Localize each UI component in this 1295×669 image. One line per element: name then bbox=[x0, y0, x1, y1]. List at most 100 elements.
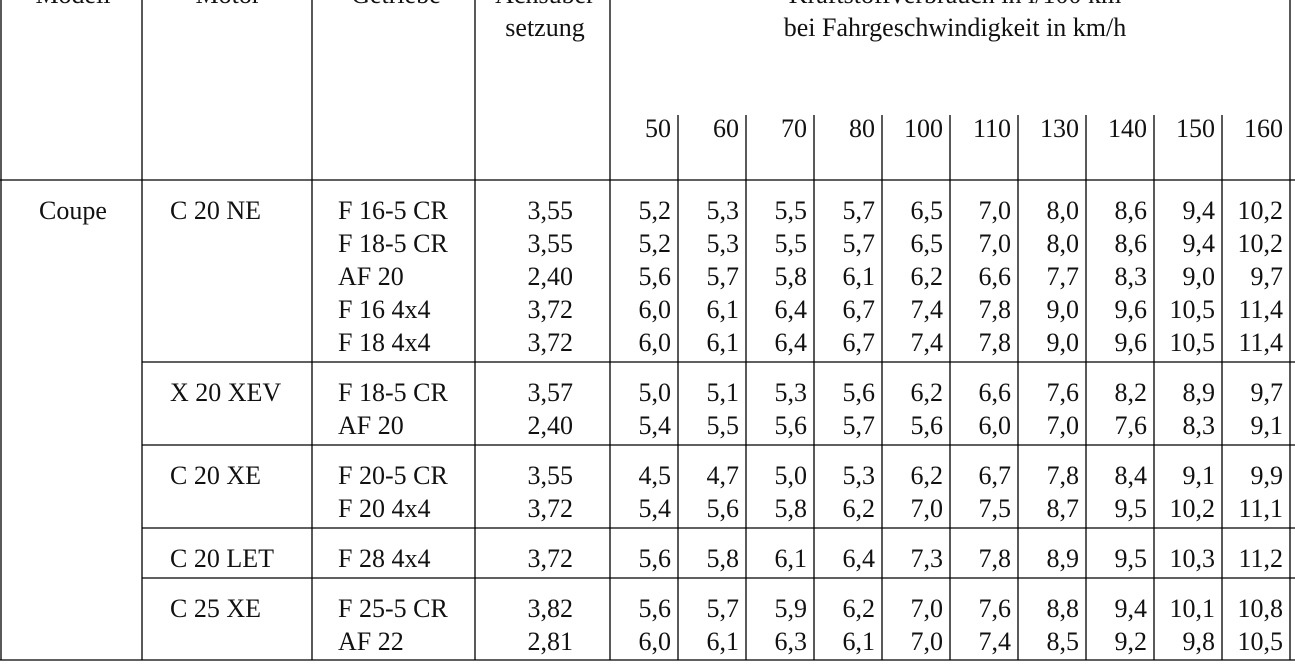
consumption-value: 9,4 bbox=[1115, 594, 1148, 623]
consumption-value: 6,4 bbox=[775, 328, 808, 357]
consumption-value: 5,6 bbox=[639, 544, 672, 573]
consumption-value: 6,1 bbox=[707, 295, 740, 324]
motor: C 25 XE bbox=[170, 594, 261, 623]
consumption-value: 5,8 bbox=[775, 494, 808, 523]
consumption-value: 7,8 bbox=[979, 544, 1012, 573]
gearbox: AF 20 bbox=[338, 262, 404, 291]
consumption-value: 5,8 bbox=[775, 262, 808, 291]
consumption-value: 5,6 bbox=[775, 411, 808, 440]
header-speed: 140 bbox=[1108, 114, 1147, 143]
gearbox: F 16 4x4 bbox=[338, 295, 430, 324]
consumption-value: 9,9 bbox=[1251, 461, 1284, 490]
consumption-value: 7,4 bbox=[911, 295, 944, 324]
gearbox: AF 20 bbox=[338, 411, 404, 440]
consumption-value: 6,5 bbox=[911, 229, 944, 258]
consumption-value: 5,0 bbox=[639, 378, 672, 407]
ratio: 3,72 bbox=[528, 494, 574, 523]
consumption-value: 6,5 bbox=[911, 196, 944, 225]
consumption-value: 11,2 bbox=[1238, 544, 1283, 573]
consumption-value: 6,2 bbox=[911, 461, 944, 490]
consumption-value: 6,1 bbox=[707, 627, 740, 656]
consumption-value: 8,0 bbox=[1047, 229, 1080, 258]
consumption-value: 6,0 bbox=[979, 411, 1012, 440]
header-consumption: Kraftstoffverbrauch in l/100 km bbox=[789, 0, 1121, 9]
gearbox: F 18-5 CR bbox=[338, 378, 448, 407]
model: Coupe bbox=[39, 196, 107, 225]
consumption-value: 7,0 bbox=[979, 229, 1012, 258]
consumption-value: 5,7 bbox=[843, 411, 876, 440]
consumption-value: 7,0 bbox=[911, 494, 944, 523]
motor: C 20 LET bbox=[170, 544, 274, 573]
consumption-value: 9,2 bbox=[1115, 627, 1148, 656]
consumption-value: 8,3 bbox=[1115, 262, 1148, 291]
consumption-value: 9,7 bbox=[1251, 262, 1284, 291]
consumption-value: 8,0 bbox=[1047, 196, 1080, 225]
ratio: 3,55 bbox=[528, 229, 574, 258]
consumption-value: 5,6 bbox=[639, 594, 672, 623]
consumption-value: 8,9 bbox=[1047, 544, 1080, 573]
consumption-value: 9,4 bbox=[1183, 196, 1216, 225]
consumption-value: 8,8 bbox=[1047, 594, 1080, 623]
header-speed: 70 bbox=[781, 114, 807, 143]
consumption-value: 7,0 bbox=[979, 196, 1012, 225]
consumption-value: 6,0 bbox=[639, 295, 672, 324]
ratio: 2,40 bbox=[528, 262, 574, 291]
consumption-value: 9,4 bbox=[1183, 229, 1216, 258]
consumption-value: 10,5 bbox=[1170, 328, 1216, 357]
motor: C 20 NE bbox=[170, 196, 261, 225]
consumption-value: 6,4 bbox=[843, 544, 876, 573]
consumption-value: 8,2 bbox=[1115, 378, 1148, 407]
consumption-value: 7,0 bbox=[911, 627, 944, 656]
header-motor: Motor bbox=[196, 0, 261, 9]
consumption-value: 7,8 bbox=[979, 328, 1012, 357]
ratio: 3,55 bbox=[528, 196, 574, 225]
gearbox: F 28 4x4 bbox=[338, 544, 430, 573]
consumption-value: 8,4 bbox=[1115, 461, 1148, 490]
consumption-value: 5,0 bbox=[775, 461, 808, 490]
consumption-value: 9,6 bbox=[1115, 328, 1148, 357]
consumption-value: 6,2 bbox=[911, 378, 944, 407]
consumption-value: 5,8 bbox=[707, 544, 740, 573]
ratio: 3,57 bbox=[528, 378, 574, 407]
consumption-value: 10,5 bbox=[1238, 627, 1284, 656]
header-speed: 50 bbox=[645, 114, 671, 143]
consumption-value: 6,3 bbox=[775, 627, 808, 656]
consumption-value: 9,7 bbox=[1251, 378, 1284, 407]
consumption-value: 5,5 bbox=[775, 229, 808, 258]
gearbox: F 16-5 CR bbox=[338, 196, 448, 225]
consumption-value: 5,3 bbox=[707, 196, 740, 225]
consumption-value: 10,5 bbox=[1170, 295, 1216, 324]
consumption-value: 7,7 bbox=[1047, 262, 1080, 291]
consumption-value: 6,4 bbox=[775, 295, 808, 324]
ratio: 3,72 bbox=[528, 544, 574, 573]
consumption-value: 5,6 bbox=[911, 411, 944, 440]
header-ratio: setzung bbox=[505, 13, 584, 42]
consumption-value: 6,0 bbox=[639, 627, 672, 656]
consumption-value: 7,8 bbox=[1047, 461, 1080, 490]
consumption-value: 6,6 bbox=[979, 262, 1012, 291]
consumption-value: 11,4 bbox=[1238, 328, 1283, 357]
consumption-value: 4,5 bbox=[639, 461, 672, 490]
ratio: 3,82 bbox=[528, 594, 574, 623]
consumption-value: 7,6 bbox=[1047, 378, 1080, 407]
header-speed: 150 bbox=[1176, 114, 1215, 143]
consumption-value: 7,8 bbox=[979, 295, 1012, 324]
consumption-value: 5,4 bbox=[639, 411, 672, 440]
consumption-value: 6,7 bbox=[843, 295, 876, 324]
consumption-value: 5,7 bbox=[843, 196, 876, 225]
consumption-value: 5,2 bbox=[639, 196, 672, 225]
consumption-value: 9,5 bbox=[1115, 544, 1148, 573]
consumption-value: 7,6 bbox=[979, 594, 1012, 623]
header-speed: 110 bbox=[973, 114, 1011, 143]
consumption-value: 4,7 bbox=[707, 461, 740, 490]
consumption-value: 6,0 bbox=[639, 328, 672, 357]
motor: X 20 XEV bbox=[170, 378, 281, 407]
consumption-value: 8,6 bbox=[1115, 229, 1148, 258]
consumption-value: 5,3 bbox=[707, 229, 740, 258]
consumption-value: 5,6 bbox=[843, 378, 876, 407]
header-speed: 100 bbox=[904, 114, 943, 143]
gearbox: F 25-5 CR bbox=[338, 594, 448, 623]
ratio: 3,72 bbox=[528, 295, 574, 324]
header-consumption: bei Fahrgeschwindigkeit in km/h bbox=[784, 13, 1127, 42]
